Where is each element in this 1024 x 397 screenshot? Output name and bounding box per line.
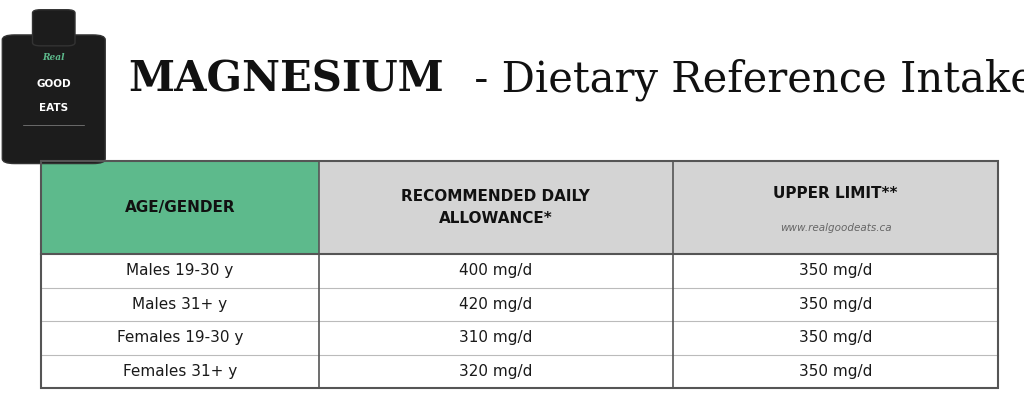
Text: 320 mg/d: 320 mg/d [459,364,532,379]
FancyBboxPatch shape [2,35,105,164]
Bar [41,355,998,388]
Bar [673,161,998,254]
Text: Males 31+ y: Males 31+ y [132,297,227,312]
Text: Females 19-30 y: Females 19-30 y [117,330,243,345]
Bar [318,161,673,254]
Text: UPPER LIMIT**: UPPER LIMIT** [773,186,898,200]
Text: - Dietary Reference Intakes: - Dietary Reference Intakes [461,58,1024,101]
Text: RECOMMENDED DAILY
ALLOWANCE*: RECOMMENDED DAILY ALLOWANCE* [401,189,590,226]
Text: 310 mg/d: 310 mg/d [459,330,532,345]
Text: Males 19-30 y: Males 19-30 y [126,263,233,278]
Text: 400 mg/d: 400 mg/d [459,263,532,278]
Bar [41,161,318,254]
Text: GOOD: GOOD [37,79,71,89]
Text: Real: Real [43,53,65,62]
Text: 350 mg/d: 350 mg/d [799,364,872,379]
Text: 350 mg/d: 350 mg/d [799,330,872,345]
Text: 420 mg/d: 420 mg/d [459,297,532,312]
Text: Females 31+ y: Females 31+ y [123,364,237,379]
Bar [41,161,998,388]
Text: www.realgoodeats.ca: www.realgoodeats.ca [780,223,892,233]
FancyBboxPatch shape [33,10,75,46]
Text: 350 mg/d: 350 mg/d [799,263,872,278]
Text: MAGNESIUM: MAGNESIUM [128,58,443,100]
Text: EATS: EATS [39,103,69,113]
Bar [41,321,998,355]
Bar [41,288,998,321]
Text: AGE/GENDER: AGE/GENDER [125,200,236,215]
Bar [41,254,998,287]
Text: 350 mg/d: 350 mg/d [799,297,872,312]
